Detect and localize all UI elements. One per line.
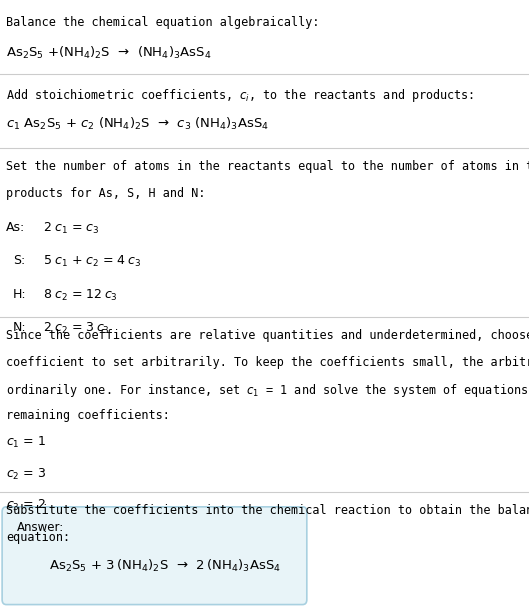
Text: 2 $c_2$ = 3 $c_3$: 2 $c_2$ = 3 $c_3$ xyxy=(40,321,110,336)
Text: Substitute the coefficients into the chemical reaction to obtain the balanced: Substitute the coefficients into the che… xyxy=(6,504,529,517)
Text: Add stoichiometric coefficients, $c_i$, to the reactants and products:: Add stoichiometric coefficients, $c_i$, … xyxy=(6,87,475,104)
Text: remaining coefficients:: remaining coefficients: xyxy=(6,409,170,422)
Text: 2 $c_1$ = $c_3$: 2 $c_1$ = $c_3$ xyxy=(40,221,99,236)
Text: $c_1$ As$_2$S$_5$ + $c_2$ (NH$_4$)$_2$S  →  $c_3$ (NH$_4$)$_3$AsS$_4$: $c_1$ As$_2$S$_5$ + $c_2$ (NH$_4$)$_2$S … xyxy=(6,116,269,132)
Text: $c_3$ = 2: $c_3$ = 2 xyxy=(6,498,46,514)
Text: Since the coefficients are relative quantities and underdetermined, choose a: Since the coefficients are relative quan… xyxy=(6,329,529,342)
Text: Set the number of atoms in the reactants equal to the number of atoms in the: Set the number of atoms in the reactants… xyxy=(6,160,529,173)
Text: $c_1$ = 1: $c_1$ = 1 xyxy=(6,435,47,450)
Text: As$_2$S$_5$ +(NH$_4$)$_2$S  →  (NH$_4$)$_3$AsS$_4$: As$_2$S$_5$ +(NH$_4$)$_2$S → (NH$_4$)$_3… xyxy=(6,45,212,61)
Text: As:: As: xyxy=(6,221,25,234)
Text: products for As, S, H and N:: products for As, S, H and N: xyxy=(6,187,206,200)
Text: 8 $c_2$ = 12 $c_3$: 8 $c_2$ = 12 $c_3$ xyxy=(40,288,117,303)
Text: 5 $c_1$ + $c_2$ = 4 $c_3$: 5 $c_1$ + $c_2$ = 4 $c_3$ xyxy=(40,254,141,270)
Text: As$_2$S$_5$ + 3 (NH$_4$)$_2$S  →  2 (NH$_4$)$_3$AsS$_4$: As$_2$S$_5$ + 3 (NH$_4$)$_2$S → 2 (NH$_4… xyxy=(49,558,280,574)
Text: Answer:: Answer: xyxy=(17,521,64,534)
Text: N:: N: xyxy=(13,321,27,334)
Text: coefficient to set arbitrarily. To keep the coefficients small, the arbitrary va: coefficient to set arbitrarily. To keep … xyxy=(6,356,529,368)
Text: ordinarily one. For instance, set $c_1$ = 1 and solve the system of equations fo: ordinarily one. For instance, set $c_1$ … xyxy=(6,382,529,399)
Text: $c_2$ = 3: $c_2$ = 3 xyxy=(6,467,47,482)
FancyBboxPatch shape xyxy=(2,507,307,605)
Text: Balance the chemical equation algebraically:: Balance the chemical equation algebraica… xyxy=(6,16,320,29)
Text: H:: H: xyxy=(13,288,27,300)
Text: equation:: equation: xyxy=(6,531,70,543)
Text: S:: S: xyxy=(13,254,25,267)
